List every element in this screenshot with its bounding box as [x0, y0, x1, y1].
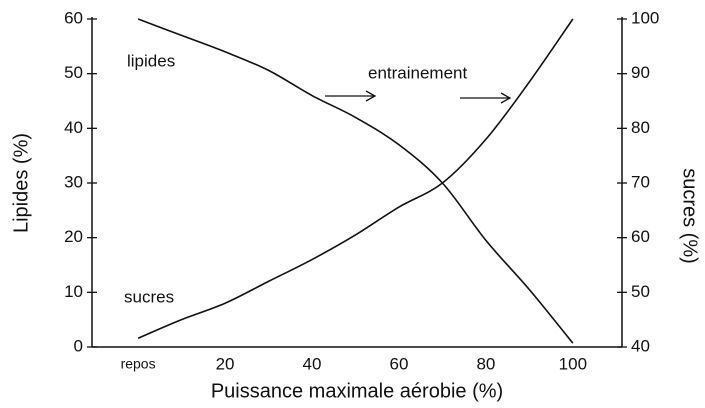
- y-tick-label: 50: [64, 63, 83, 82]
- arrow-head: [365, 90, 377, 102]
- x-tick-label: 80: [476, 354, 495, 373]
- line: [137, 18, 574, 339]
- line: [137, 18, 574, 344]
- y-tick-label: 20: [64, 227, 83, 246]
- arrow-head: [500, 92, 512, 104]
- annotation: entrainement: [368, 63, 468, 82]
- x-tick-label: 60: [389, 354, 408, 373]
- y2-tick-label: 70: [631, 172, 650, 191]
- y2-tick-label: 50: [631, 282, 650, 301]
- arrows: [325, 90, 512, 104]
- y2-tick-label: 100: [631, 8, 659, 27]
- annotation: sucres: [124, 287, 174, 306]
- y2-tick-label: 80: [631, 118, 650, 137]
- y2-tick-label: 40: [631, 336, 650, 355]
- x-tick-label: 40: [303, 354, 322, 373]
- x-tick-label: 20: [216, 354, 235, 373]
- y-tick-label: 0: [74, 336, 83, 355]
- annotation: lipides: [127, 51, 175, 70]
- y2-tick-label: 90: [631, 63, 650, 82]
- y-tick-label: 40: [64, 118, 83, 137]
- y2-axis-label: sucres (%): [679, 168, 701, 264]
- x-tick-label: 100: [559, 354, 587, 373]
- y-tick-label: 60: [64, 8, 83, 27]
- y2-tick-label: 60: [631, 227, 650, 246]
- y-tick-label: 10: [64, 282, 83, 301]
- y-axis-label: Lipides (%): [10, 133, 32, 233]
- y-tick-label: 30: [64, 172, 83, 191]
- x-axis-label: Puissance maximale aérobie (%): [211, 380, 503, 402]
- x-tick-label: repos: [121, 356, 156, 372]
